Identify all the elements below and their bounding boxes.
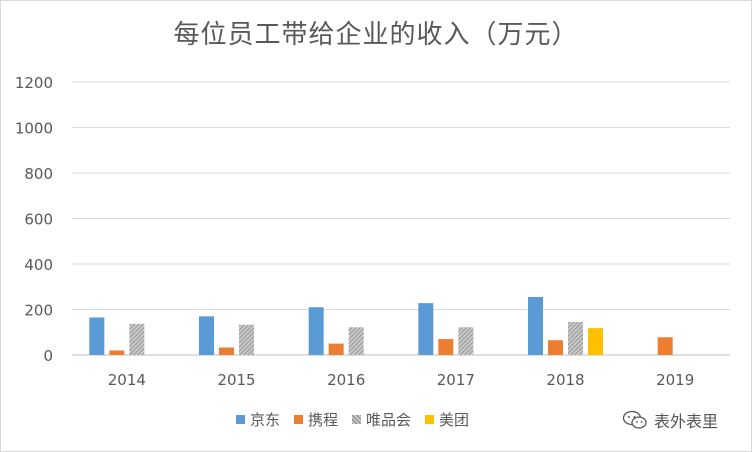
legend-label: 携程	[308, 410, 339, 429]
watermark: 表外表里	[622, 408, 718, 432]
chart-legend: 京东 携程 唯品会 美团	[236, 408, 469, 430]
x-tick-label: 2019	[656, 371, 694, 389]
bar-携程-2018	[548, 340, 563, 355]
legend-swatch	[352, 414, 362, 424]
y-tick-label: 400	[24, 256, 53, 274]
y-tick-label: 600	[24, 211, 53, 229]
y-tick-label: 200	[24, 302, 53, 320]
x-tick-label: 2015	[217, 371, 255, 389]
legend-label: 京东	[250, 410, 281, 429]
chart-title: 每位员工带给企业的收入（万元）	[173, 20, 579, 50]
watermark-text: 表外表里	[654, 412, 719, 431]
legend-swatch	[425, 414, 435, 424]
wechat-chat-icon	[622, 410, 647, 429]
y-tick-label: 1000	[15, 120, 53, 138]
legend-item: 唯品会	[352, 409, 411, 430]
legend-swatch	[236, 414, 245, 424]
y-tick-label: 1200	[15, 74, 53, 92]
bar-京东-2015	[199, 316, 214, 355]
bar-京东-2014	[89, 317, 105, 355]
bar-京东-2018	[528, 296, 543, 355]
bar-唯品会-2015	[239, 324, 254, 355]
x-tick-label: 2016	[327, 371, 365, 389]
bar-美团-2018	[588, 328, 603, 355]
legend-label: 美团	[439, 410, 470, 429]
y-tick-label: 800	[24, 165, 53, 183]
legend-item: 京东	[236, 409, 280, 430]
bar-携程-2015	[219, 347, 234, 355]
bar-唯品会-2014	[129, 323, 145, 355]
bar-携程-2017	[438, 339, 454, 355]
x-tick-label: 2014	[108, 371, 146, 389]
legend-swatch	[294, 414, 304, 424]
legend-item: 携程	[294, 409, 338, 430]
x-tick-label: 2018	[546, 371, 584, 389]
bar-携程-2014	[109, 350, 125, 355]
bar-京东-2016	[308, 307, 324, 355]
bar-唯品会-2017	[458, 327, 474, 355]
bar-唯品会-2018	[568, 322, 583, 355]
bar-携程-2016	[328, 343, 344, 355]
y-tick-label: 0	[43, 347, 53, 365]
x-tick-label: 2017	[437, 371, 475, 389]
bar-唯品会-2016	[348, 327, 364, 355]
bar-京东-2017	[418, 303, 434, 355]
legend-label: 唯品会	[366, 410, 412, 429]
bar-携程-2019	[657, 337, 673, 355]
legend-item: 美团	[425, 409, 469, 430]
